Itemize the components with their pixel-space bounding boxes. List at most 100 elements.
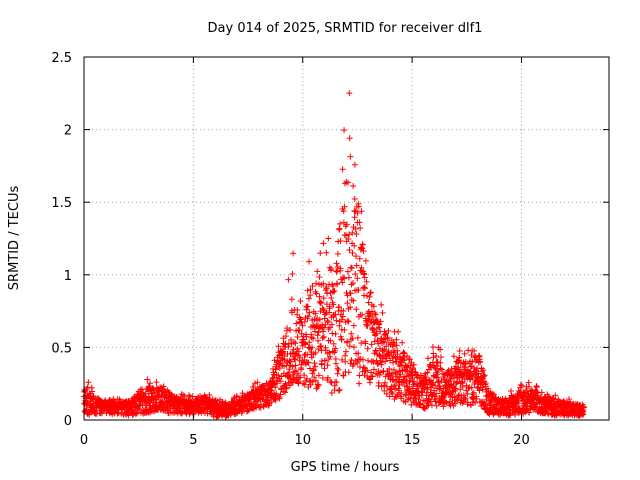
data-point [552, 392, 559, 399]
data-point [294, 333, 301, 340]
data-point [330, 282, 337, 289]
data-point [285, 276, 292, 283]
data-point [363, 292, 370, 299]
y-tick-label: 0 [64, 414, 72, 429]
data-point [374, 337, 381, 344]
data-point [314, 332, 321, 339]
data-point [348, 330, 355, 337]
data-point [310, 367, 317, 374]
data-point [326, 264, 333, 271]
data-point [317, 300, 324, 307]
data-point [560, 398, 567, 405]
data-point [297, 319, 304, 326]
data-point [201, 409, 208, 416]
data-point [303, 375, 310, 382]
data-point [268, 398, 275, 405]
data-point [301, 318, 308, 325]
data-point [454, 396, 461, 403]
data-point [465, 347, 472, 354]
data-point [289, 379, 296, 386]
data-point [328, 390, 335, 397]
data-point [353, 231, 360, 238]
data-point [136, 405, 143, 412]
data-point [342, 358, 349, 365]
data-point [306, 339, 313, 346]
data-point [84, 384, 91, 391]
data-point [390, 366, 397, 373]
data-point [383, 343, 390, 350]
x-tick-label: 0 [80, 433, 88, 448]
data-point [457, 360, 464, 367]
data-point [282, 333, 289, 340]
data-point [375, 361, 381, 368]
data-point [239, 390, 246, 397]
data-point [469, 358, 476, 365]
data-point [355, 203, 362, 210]
y-axis-label: SRMTID / TECUs [7, 186, 22, 291]
data-point [328, 266, 335, 273]
data-point [355, 287, 362, 294]
data-point [414, 383, 421, 390]
data-point [369, 358, 376, 365]
data-point [328, 379, 335, 386]
data-point [367, 289, 374, 296]
data-point [316, 298, 323, 305]
data-point [378, 301, 385, 308]
data-point [389, 376, 396, 383]
data-point [245, 407, 252, 414]
data-point [389, 343, 396, 350]
data-point [526, 383, 533, 390]
data-point [350, 322, 357, 329]
data-point [106, 396, 113, 403]
data-point [312, 363, 319, 370]
data-point [423, 376, 430, 383]
data-point [352, 270, 359, 277]
data-point [296, 327, 303, 334]
data-point [478, 368, 485, 375]
data-point [315, 322, 322, 329]
data-point [362, 257, 369, 264]
data-point [317, 342, 324, 349]
data-point [416, 375, 423, 382]
data-point [351, 344, 358, 351]
data-point [330, 340, 337, 347]
data-point [402, 391, 409, 398]
data-point [392, 386, 399, 393]
y-tick-label: 2 [64, 124, 72, 139]
data-point [390, 377, 397, 384]
data-point [227, 411, 234, 418]
data-point [389, 390, 396, 397]
data-point [459, 400, 466, 407]
data-point [580, 411, 587, 418]
data-point [320, 333, 327, 340]
data-point [450, 353, 457, 360]
data-point [477, 379, 484, 386]
data-point [272, 384, 279, 391]
data-point [324, 374, 331, 381]
data-point [324, 290, 331, 297]
data-point [482, 401, 489, 408]
data-point [481, 372, 488, 379]
data-point [354, 210, 361, 217]
data-points [81, 90, 587, 420]
data-point [424, 369, 431, 376]
data-point [270, 380, 277, 387]
x-tick-label: 10 [294, 433, 311, 448]
data-point [340, 372, 347, 379]
data-point [314, 268, 321, 275]
data-point [442, 399, 449, 406]
data-point [150, 386, 157, 393]
data-point [292, 340, 299, 347]
data-point [346, 90, 353, 97]
data-point [323, 249, 330, 256]
data-point [477, 358, 484, 365]
data-point [380, 354, 387, 361]
data-point [308, 334, 315, 341]
data-point [454, 378, 461, 385]
data-point [305, 313, 312, 320]
data-point [365, 299, 372, 306]
data-point [348, 265, 355, 272]
x-tick-label: 20 [513, 433, 530, 448]
data-point [399, 339, 406, 346]
